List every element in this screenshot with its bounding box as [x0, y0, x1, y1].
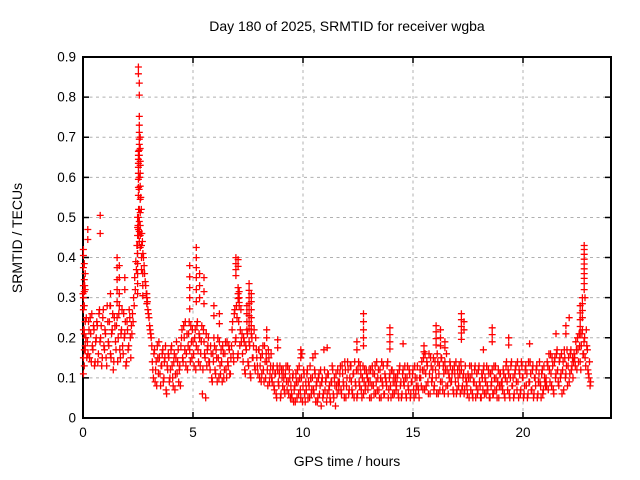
y-tick-label: 0.6 — [57, 170, 76, 185]
y-tick-label: 0.8 — [57, 90, 76, 105]
y-tick-label: 0.7 — [57, 130, 76, 145]
x-axis-label: GPS time / hours — [293, 453, 401, 469]
plot-border — [82, 56, 612, 419]
x-tick-label: 0 — [79, 425, 87, 440]
chart-title: Day 180 of 2025, SRMTID for receiver wgb… — [209, 18, 485, 34]
x-tick-label: 10 — [295, 425, 310, 440]
y-tick-label: 0 — [68, 411, 76, 426]
x-tick-label: 5 — [189, 425, 197, 440]
x-tick-label: 15 — [405, 425, 420, 440]
y-tick-label: 0.1 — [57, 370, 76, 385]
y-tick-label: 0.9 — [57, 50, 76, 65]
y-tick-label: 0.5 — [57, 210, 76, 225]
y-tick-label: 0.4 — [57, 250, 76, 265]
y-tick-label: 0.3 — [57, 290, 76, 305]
scatter-points — [79, 63, 595, 410]
y-tick-label: 0.2 — [57, 330, 76, 345]
x-tick-label: 20 — [515, 425, 530, 440]
